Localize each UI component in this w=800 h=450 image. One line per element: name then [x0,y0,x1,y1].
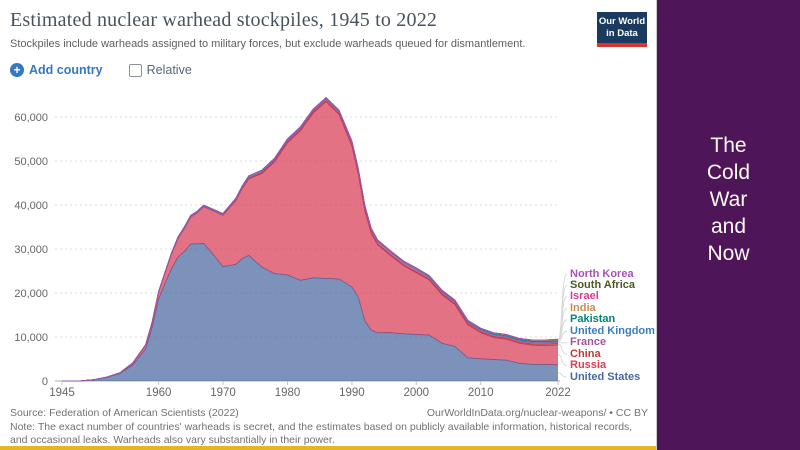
chart-title: Estimated nuclear warhead stockpiles, 19… [10,9,438,31]
legend-leader-line [557,330,568,343]
chart-footer: Source: Federation of American Scientist… [10,407,648,446]
owid-logo[interactable]: Our World in Data [597,12,647,47]
y-tick-label: 10,000 [14,332,48,344]
legend-item-pakistan[interactable]: Pakistan [570,313,616,326]
y-tick-label: 50,000 [14,156,48,168]
owid-chart-panel: Estimated nuclear warhead stockpiles, 19… [0,0,657,450]
x-tick-label: 1970 [210,387,236,399]
sidebar-line: Cold [706,160,751,184]
relative-label: Relative [146,63,192,77]
sidebar-line: The [710,133,747,157]
sidebar-line: and [710,214,747,238]
attribution-text[interactable]: OurWorldInData.org/nuclear-weapons/ • CC… [426,407,648,419]
owid-logo-line2: in Data [606,27,638,39]
relative-checkbox[interactable]: Relative [128,63,192,77]
chart-legend: North Korea South Africa Israel India Pakist… [570,267,655,383]
add-country-label: Add country [29,63,103,77]
sidebar-line: War [709,187,748,211]
plus-circle-icon: + [10,63,24,77]
legend-leader-line [557,296,568,341]
legend-leader-line [557,354,568,367]
add-country-button[interactable]: + Add country [10,63,103,77]
legend-item-south-africa[interactable]: South Africa [570,278,635,291]
owid-logo-line1: Our World [598,16,646,27]
y-tick-label: 30,000 [14,244,48,256]
y-tick-label: 60,000 [14,112,48,124]
slide-sidebar: The Cold War and Now [657,0,800,450]
y-tick-label: 0 [42,376,48,388]
area-outline-north-korea [61,96,559,382]
legend-item-north-korea[interactable]: North Korea [570,267,634,280]
legend-item-united-states[interactable]: United States [570,370,641,383]
chart-subtitle: Stockpiles include warheads assigned to … [10,38,526,50]
legend-item-france[interactable]: France [570,336,607,349]
area-russia[interactable] [62,101,558,381]
sidebar-title: The Cold War and Now [707,132,750,267]
legend-leader-line [557,372,568,378]
x-tick-label: 1945 [49,387,75,399]
legend-leader-line [557,307,568,341]
x-tick-label: 2010 [468,387,494,399]
gold-accent-bar [0,446,656,450]
checkbox-icon [128,63,142,77]
legend-item-china[interactable]: China [570,347,601,360]
x-tick-label: 1980 [275,387,301,399]
y-tick-label: 20,000 [14,288,48,300]
chart-controls: + Add country Relative [10,62,192,78]
y-tick-label: 40,000 [14,200,48,212]
x-tick-label: 2022 [545,387,571,399]
sidebar-line: Now [707,241,750,265]
note-text: Note: The exact number of countries' war… [10,421,633,446]
x-tick-label: 1990 [339,387,365,399]
legend-item-russia[interactable]: Russia [570,359,607,372]
legend-leader-line [557,343,568,355]
legend-item-united-kingdom[interactable]: United Kingdom [570,324,655,337]
source-text[interactable]: Source: Federation of American Scientist… [10,407,239,419]
area-united-states[interactable] [62,243,558,382]
stacked-area-chart[interactable]: 0 10,000 20,000 30,000 40,000 50,000 60,000 194… [0,0,656,450]
legend-item-israel[interactable]: Israel [570,290,599,303]
legend-item-india[interactable]: India [570,301,596,314]
legend-leader-line [557,319,568,342]
x-tick-label: 2000 [404,387,430,399]
x-tick-label: 1960 [146,387,172,399]
